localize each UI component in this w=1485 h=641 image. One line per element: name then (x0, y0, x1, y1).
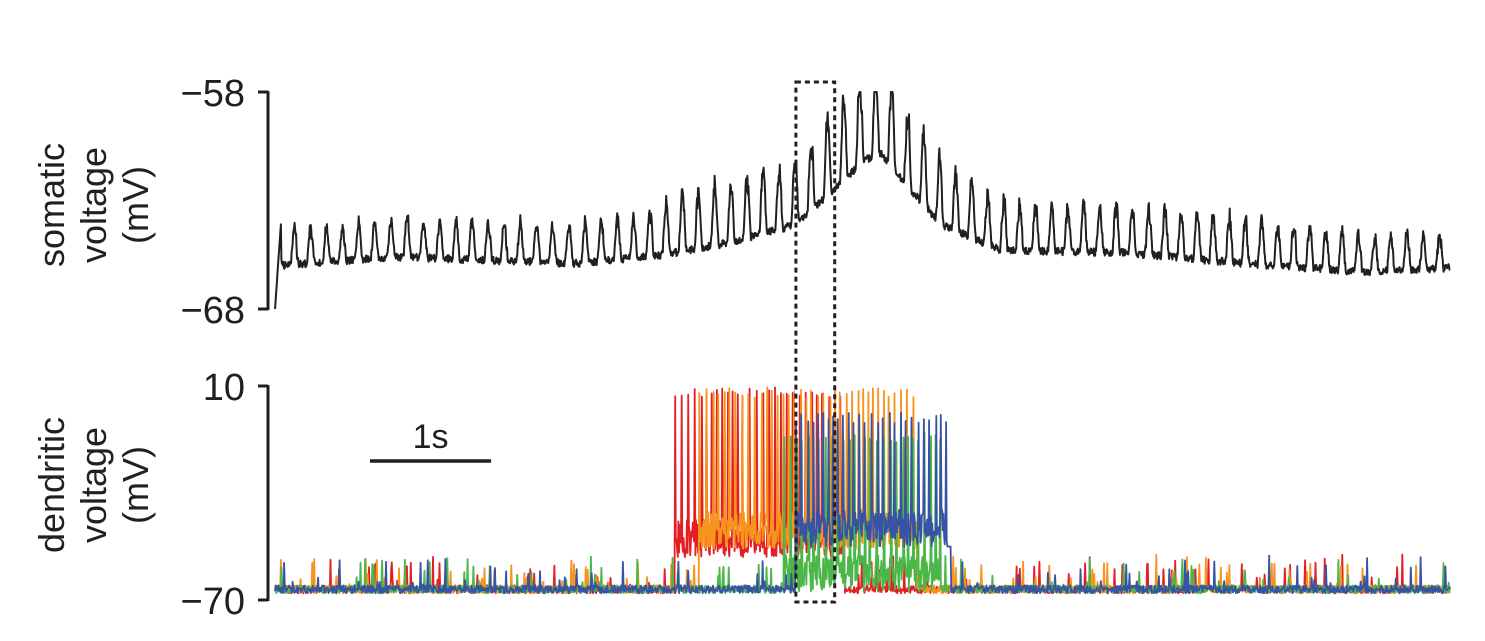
somatic-ylabel: somatic voltage (mV) (31, 143, 156, 267)
somatic-ylabel-line2: voltage (73, 147, 114, 263)
time-scale-bar: 1s (370, 418, 492, 463)
dendritic-ylabel: dendritic voltage (mV) (31, 417, 156, 553)
dendritic-tick-label-bottom: −70 (181, 581, 245, 623)
dendritic-trace-blue (274, 412, 1451, 595)
highlight-window (794, 80, 837, 604)
somatic-ylabel-line3: (mV) (115, 166, 156, 244)
somatic-ylabel-line1: somatic (31, 143, 72, 267)
somatic-tick-label-bottom: −68 (181, 290, 245, 332)
somatic-tick-label-top: −58 (181, 73, 245, 115)
scale-bar-label: 1s (413, 418, 449, 456)
dendritic-ylabel-line3: (mV) (115, 446, 156, 524)
somatic-trace (274, 91, 1451, 310)
dendritic-panel: dendritic voltage (mV) 10 −70 (31, 367, 1451, 623)
dendritic-tick-label-top: 10 (203, 367, 245, 409)
dendritic-ylabel-line1: dendritic (31, 417, 72, 553)
somatic-panel: somatic voltage (mV) −58 −68 (31, 73, 1451, 332)
dendritic-ylabel-line2: voltage (73, 427, 114, 543)
